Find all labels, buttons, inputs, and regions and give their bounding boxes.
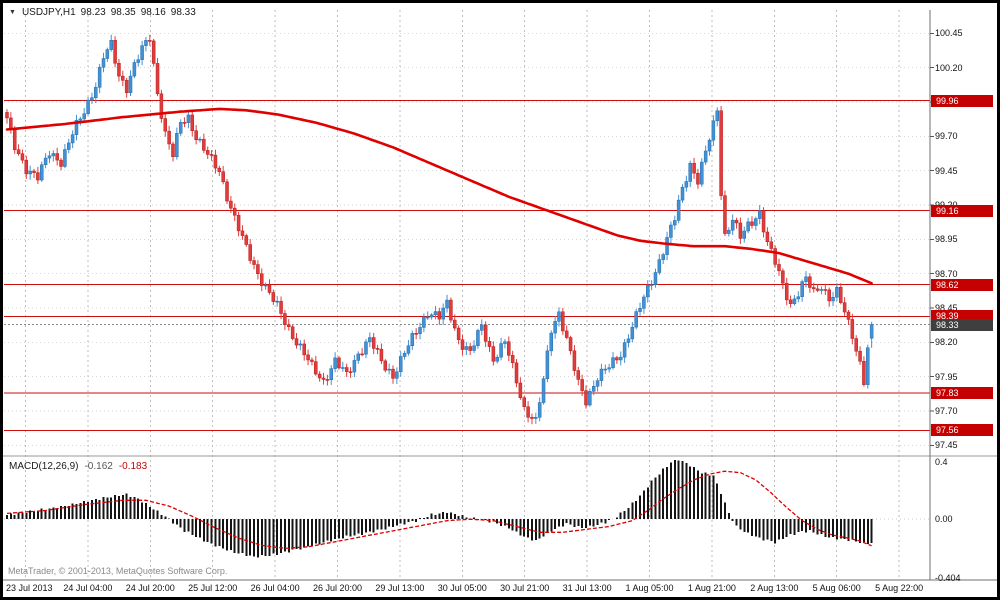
macd-indicator-pane[interactable]: [3, 456, 930, 580]
price-chart-pane[interactable]: [3, 3, 930, 456]
time-axis[interactable]: [3, 580, 930, 597]
price-axis[interactable]: [930, 3, 997, 580]
